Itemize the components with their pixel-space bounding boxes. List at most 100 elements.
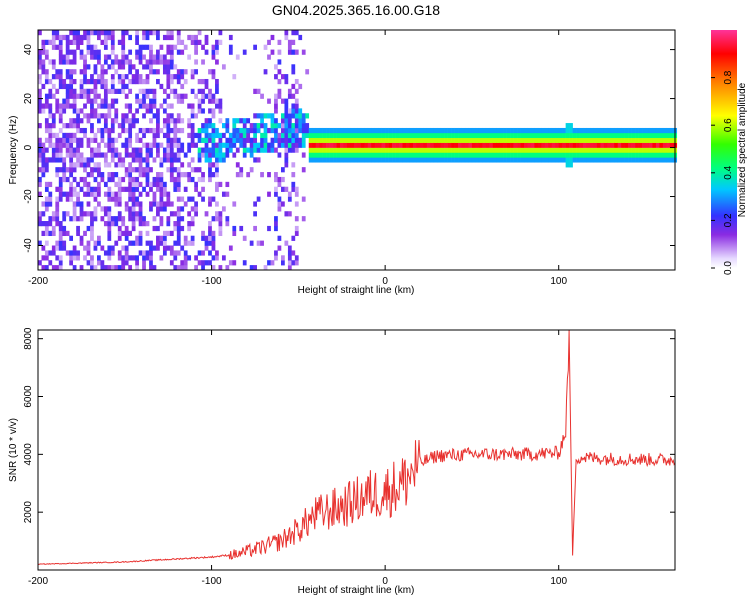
spectrogram-cell <box>659 152 664 158</box>
spectrogram-cell <box>69 123 74 129</box>
spectrogram-cell <box>114 108 119 114</box>
spectrogram-cell <box>110 98 115 104</box>
spectrogram-cell <box>90 123 94 129</box>
spectrogram-cell <box>38 221 42 227</box>
spectrogram-cell <box>152 103 157 109</box>
spectrogram-cell <box>55 221 60 227</box>
spectrogram-cell <box>166 230 171 237</box>
spectrogram-cell <box>103 123 108 129</box>
spectrogram-cell <box>169 152 174 158</box>
spectrogram-cell <box>65 39 70 45</box>
spectrogram-cell <box>76 137 80 143</box>
spectrogram-cell <box>631 157 636 163</box>
spectrogram-cell <box>437 157 441 163</box>
spectrogram-cell <box>131 221 136 227</box>
spectrogram-cell <box>211 74 216 80</box>
spectrogram-cell <box>204 260 209 266</box>
spectrogram-cell <box>218 142 223 148</box>
spectrogram-cell <box>666 152 671 158</box>
spectrogram-cell <box>405 127 410 134</box>
spectrogram-cell <box>294 142 299 148</box>
spectrogram-cell <box>187 221 192 227</box>
spectrogram-cell <box>72 49 77 55</box>
spectrogram-cell <box>135 265 139 271</box>
spectrogram-cell <box>197 157 202 163</box>
spectrogram-cell <box>447 152 452 158</box>
spectrogram-cell <box>249 167 254 173</box>
spectrogram-cell <box>72 206 77 212</box>
spectrogram-cell <box>166 167 171 173</box>
spectrogram-cell <box>430 147 435 153</box>
spectrogram-cell <box>322 132 327 139</box>
spectrogram-cell <box>607 137 612 143</box>
spectrogram-cell <box>58 118 63 124</box>
spectrogram-cell <box>149 201 153 207</box>
spectrogram-cell <box>138 49 143 55</box>
spectrogram-cell <box>124 201 129 207</box>
spectrogram-cell <box>149 147 153 153</box>
spectrogram-cell <box>201 88 205 94</box>
spectrogram-cell <box>131 191 136 197</box>
spectrogram-cell <box>117 196 122 202</box>
spectrogram-cell <box>97 54 101 60</box>
spectrogram-cell <box>277 201 282 207</box>
spectrogram-cell <box>44 181 49 188</box>
spectrogram-cell <box>267 260 271 266</box>
spectrogram-cell <box>79 216 84 222</box>
spectrogram-cell <box>208 176 212 183</box>
spectrogram-cell <box>44 255 49 261</box>
spectrogram-cell <box>197 147 202 153</box>
spectrogram-cell <box>284 78 289 85</box>
spectrogram-cell <box>221 255 226 261</box>
spectrogram-cell <box>242 147 247 153</box>
spectrogram-cell <box>110 196 115 202</box>
spectrogram-cell <box>51 93 56 99</box>
spectrogram-cell <box>614 142 619 148</box>
spectrogram-cell <box>110 64 115 70</box>
spectrogram-cell <box>263 142 268 148</box>
spectrogram-cell <box>617 132 622 139</box>
spectrogram-cell <box>662 142 667 148</box>
spectrogram-cell <box>468 147 473 153</box>
spectrogram-cell <box>41 245 46 251</box>
spectrogram-cell <box>329 157 334 163</box>
spectrogram-cell <box>86 186 91 192</box>
spectrogram-cell <box>270 147 275 153</box>
spectrogram-cell <box>190 157 195 163</box>
spectrogram-cell <box>607 142 612 148</box>
spectrogram-cell <box>190 74 195 80</box>
spectrogram-cell <box>44 103 49 109</box>
spectrogram-cell <box>166 201 171 207</box>
spectrogram-cell <box>208 240 212 246</box>
spectrogram-cell <box>79 93 84 99</box>
spectrogram-cell <box>329 147 334 153</box>
spectrogram-cell <box>610 142 615 148</box>
spectrogram-cell <box>280 113 285 119</box>
spectrogram-cell <box>107 64 112 70</box>
spectrogram-cell <box>156 186 160 192</box>
spectrogram-cell <box>69 118 74 124</box>
spectrogram-cell <box>589 142 594 148</box>
spectrogram-cell <box>301 113 306 119</box>
y-tick-label: 20 <box>23 93 34 105</box>
spectrogram-cell <box>225 123 230 129</box>
spectrogram-cell <box>138 127 143 134</box>
spectrogram-cell <box>294 147 299 153</box>
spectrogram-cell <box>55 172 60 178</box>
spectrogram-cell <box>312 152 317 158</box>
spectrogram-cell <box>180 216 185 222</box>
spectrogram-cell <box>458 132 462 139</box>
spectrogram-cell <box>204 240 209 246</box>
spectrogram-cell <box>145 88 150 94</box>
spectrogram-cell <box>162 181 167 188</box>
spectrogram-cell <box>253 123 257 129</box>
spectrogram-cell <box>142 54 146 60</box>
spectrogram-cell <box>145 230 150 237</box>
spectrogram-cell <box>517 137 521 143</box>
spectrogram-cell <box>159 176 164 183</box>
spectrogram-cell <box>367 147 372 153</box>
spectrogram-cell <box>280 186 285 192</box>
spectrogram-cell <box>93 240 98 246</box>
spectrogram-cell <box>162 152 167 158</box>
spectrogram-cell <box>124 250 129 256</box>
